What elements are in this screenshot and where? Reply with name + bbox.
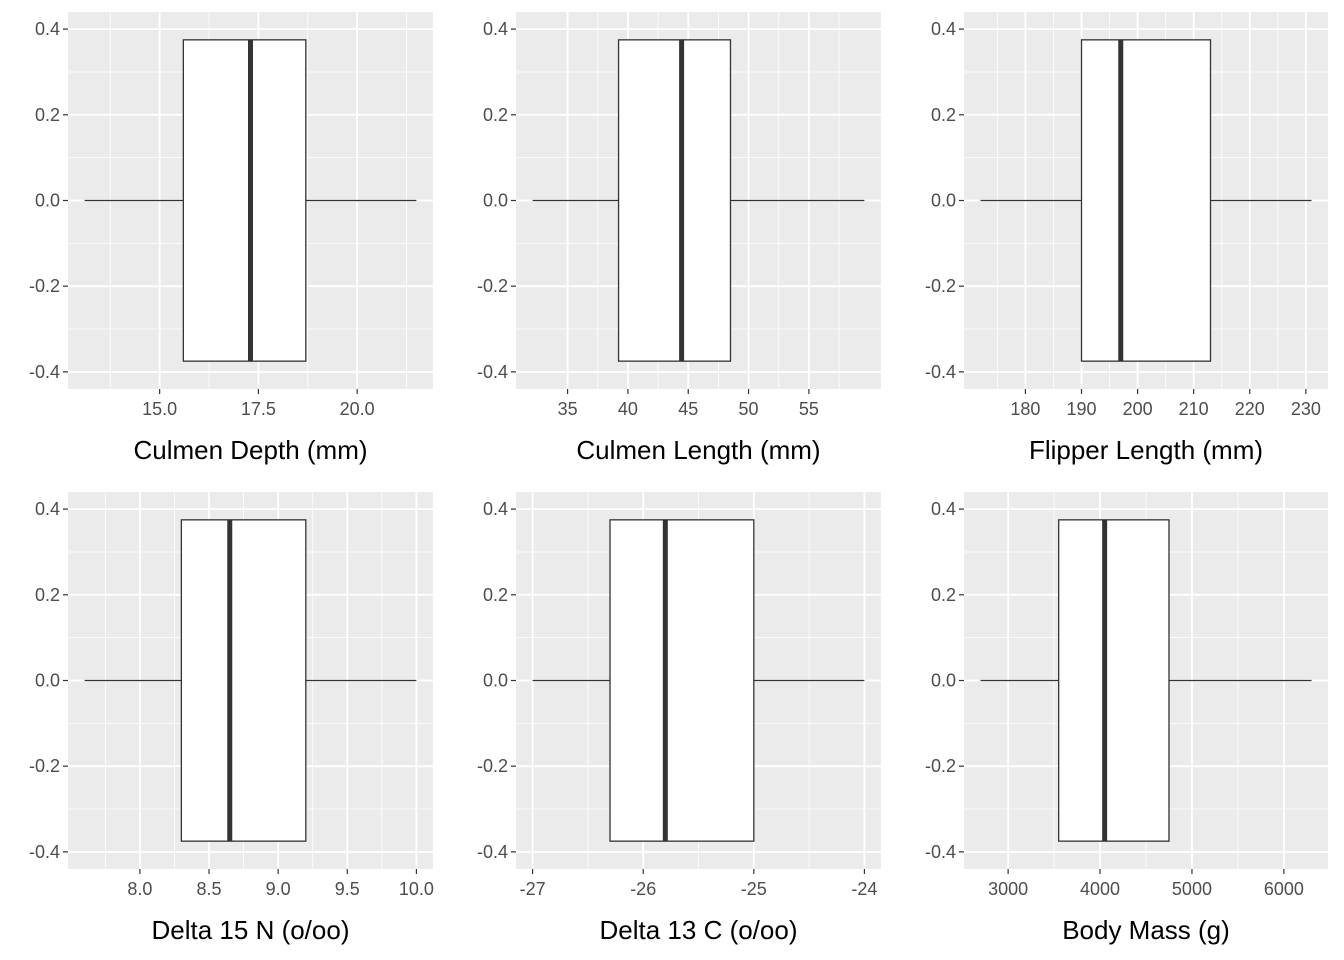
iqr-box <box>1058 519 1170 842</box>
y-tick-label: 0.2 <box>483 585 508 605</box>
x-tick-label: 210 <box>1179 399 1209 419</box>
x-axis-title: Body Mass (g) <box>1062 915 1230 945</box>
y-tick-label: -0.4 <box>925 842 956 862</box>
y-tick-label: 0.4 <box>35 499 60 519</box>
y-tick-label: -0.2 <box>477 756 508 776</box>
x-tick-label: -26 <box>630 879 656 899</box>
y-tick-label: 0.2 <box>35 105 60 125</box>
y-tick-label: 0.4 <box>483 19 508 39</box>
iqr-box <box>182 39 307 362</box>
iqr-box <box>609 519 755 842</box>
y-tick-label: -0.4 <box>29 362 60 382</box>
y-tick-label: 0.2 <box>483 105 508 125</box>
y-tick-label: 0.0 <box>931 191 956 211</box>
y-tick-label: -0.4 <box>925 362 956 382</box>
x-axis-title: Culmen Depth (mm) <box>133 435 367 465</box>
x-tick-label: 9.5 <box>335 879 360 899</box>
x-axis-title: Culmen Length (mm) <box>576 435 820 465</box>
y-tick-label: 0.0 <box>35 671 60 691</box>
x-tick-label: 20.0 <box>340 399 375 419</box>
chart-panel: 0.4 0.2 0.0 -0.2 -0.4 15.0 17.5 20.0 Culmen Dept… <box>29 12 433 465</box>
x-tick-label: 190 <box>1066 399 1096 419</box>
x-tick-label: 40 <box>618 399 638 419</box>
y-tick-label: 0.2 <box>931 585 956 605</box>
x-tick-label: 17.5 <box>241 399 276 419</box>
x-tick-label: -25 <box>741 879 767 899</box>
y-tick-label: 0.4 <box>931 19 956 39</box>
y-tick-label: 0.0 <box>483 191 508 211</box>
x-axis-title: Delta 15 N (o/oo) <box>152 915 350 945</box>
iqr-box <box>1080 39 1212 362</box>
x-tick-label: 3000 <box>988 879 1028 899</box>
y-tick-label: 0.4 <box>483 499 508 519</box>
x-tick-label: 45 <box>678 399 698 419</box>
x-tick-label: 8.5 <box>197 879 222 899</box>
y-tick-label: 0.4 <box>931 499 956 519</box>
x-tick-label: 4000 <box>1080 879 1120 899</box>
y-tick-label: -0.4 <box>477 842 508 862</box>
chart-panel: 0.4 0.2 0.0 -0.2 -0.4 8.0 8.5 9.0 9.5 10.0 Delta 1… <box>29 492 434 945</box>
x-tick-label: 220 <box>1235 399 1265 419</box>
y-tick-label: -0.2 <box>925 276 956 296</box>
y-tick-label: -0.2 <box>29 756 60 776</box>
iqr-box <box>617 39 732 362</box>
iqr-box <box>180 519 307 842</box>
y-tick-label: 0.0 <box>35 191 60 211</box>
y-tick-label: 0.4 <box>35 19 60 39</box>
x-tick-label: 50 <box>739 399 759 419</box>
y-tick-label: -0.4 <box>477 362 508 382</box>
x-tick-label: -24 <box>851 879 877 899</box>
y-tick-label: 0.0 <box>931 671 956 691</box>
x-tick-label: 8.0 <box>127 879 152 899</box>
x-tick-label: 200 <box>1123 399 1153 419</box>
y-tick-label: -0.2 <box>477 276 508 296</box>
y-tick-label: 0.2 <box>35 585 60 605</box>
y-tick-label: -0.2 <box>29 276 60 296</box>
y-tick-label: 0.0 <box>483 671 508 691</box>
chart-panel: 0.4 0.2 0.0 -0.2 -0.4 3000 4000 5000 6000 Body Ma… <box>925 492 1328 945</box>
y-tick-label: -0.2 <box>925 756 956 776</box>
x-tick-label: 35 <box>558 399 578 419</box>
x-tick-label: 55 <box>799 399 819 419</box>
y-tick-label: -0.4 <box>29 842 60 862</box>
x-tick-label: 180 <box>1010 399 1040 419</box>
chart-panel: 0.4 0.2 0.0 -0.2 -0.4 35 40 45 50 55 Culmen Length… <box>477 12 881 465</box>
y-tick-label: 0.2 <box>931 105 956 125</box>
x-tick-label: 5000 <box>1172 879 1212 899</box>
x-tick-label: -27 <box>520 879 546 899</box>
x-axis-title: Delta 13 C (o/oo) <box>600 915 798 945</box>
x-tick-label: 9.0 <box>266 879 291 899</box>
x-tick-label: 6000 <box>1264 879 1304 899</box>
chart-panel: 0.4 0.2 0.0 -0.2 -0.4 180 190 200 210 220 230 Flipp… <box>925 12 1328 465</box>
chart-panel: 0.4 0.2 0.0 -0.2 -0.4 -27 -26 -25 -24 Delta 13 C … <box>477 492 881 945</box>
x-tick-label: 15.0 <box>142 399 177 419</box>
x-tick-label: 10.0 <box>399 879 434 899</box>
x-tick-label: 230 <box>1291 399 1321 419</box>
x-axis-title: Flipper Length (mm) <box>1029 435 1263 465</box>
